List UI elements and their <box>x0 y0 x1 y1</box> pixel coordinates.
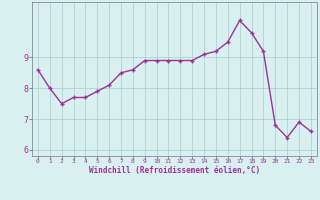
X-axis label: Windchill (Refroidissement éolien,°C): Windchill (Refroidissement éolien,°C) <box>89 166 260 175</box>
